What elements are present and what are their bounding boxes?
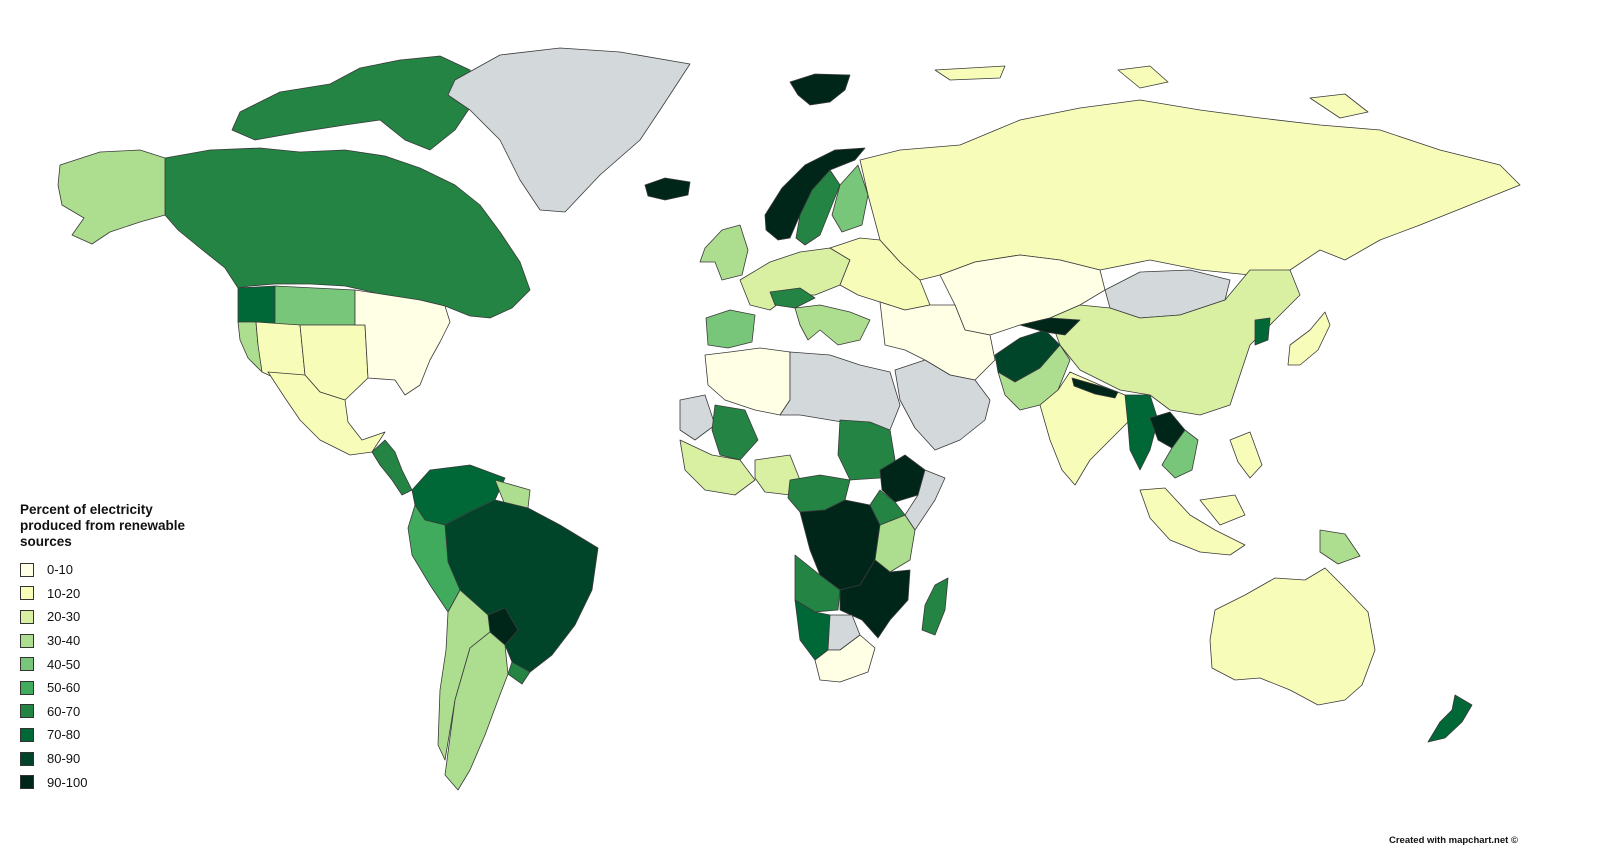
legend-item: 50-60 — [20, 676, 220, 700]
region-new-zealand — [1427, 694, 1473, 743]
region-madagascar — [921, 577, 949, 636]
legend: Percent of electricity produced from ren… — [20, 502, 220, 794]
region-arabian-peninsula — [894, 359, 991, 451]
legend-item: 30-40 — [20, 629, 220, 653]
legend-swatch — [20, 727, 34, 742]
region-australia — [1209, 567, 1376, 706]
legend-label: 40-50 — [47, 656, 81, 672]
legend-item: 40-50 — [20, 652, 220, 676]
region-uruguay — [507, 661, 531, 685]
region-south-africa — [814, 634, 876, 683]
legend-swatch — [20, 775, 34, 790]
legend-items: 0-10 10-20 20-30 30-40 40-50 50-60 — [20, 558, 220, 794]
region-italy-balkans — [794, 304, 871, 346]
legend-swatch — [20, 609, 34, 624]
legend-swatch — [20, 680, 34, 695]
legend-label: 80-90 — [47, 751, 81, 767]
region-iberia — [705, 309, 756, 349]
legend-swatch — [20, 633, 34, 648]
legend-title: Percent of electricity produced from ren… — [20, 502, 186, 549]
legend-label: 10-20 — [47, 585, 81, 601]
legend-item: 90-100 — [20, 770, 220, 794]
region-argentina — [444, 631, 509, 791]
region-russia-arctic-islands — [934, 65, 1369, 119]
region-usa-mountain-west — [255, 321, 306, 379]
region-north-korea — [1254, 317, 1271, 346]
legend-label: 20-30 — [47, 609, 81, 625]
region-east-africa-lakes — [869, 489, 906, 526]
region-russia — [859, 99, 1521, 281]
legend-label: 60-70 — [47, 703, 81, 719]
region-sweden — [795, 169, 841, 246]
region-svalbard — [789, 73, 851, 106]
region-central-america — [371, 439, 413, 496]
legend-label: 50-60 — [47, 680, 81, 696]
region-finland — [831, 164, 869, 233]
region-usa-east — [354, 289, 451, 396]
region-nepal-bhutan — [1071, 377, 1119, 399]
legend-item: 60-70 — [20, 700, 220, 724]
region-japan — [1287, 311, 1331, 366]
region-myanmar — [1124, 394, 1159, 471]
region-uk-ireland — [699, 224, 749, 281]
region-greenland — [447, 47, 691, 213]
region-usa-pacific-northwest — [237, 285, 276, 326]
legend-item: 20-30 — [20, 605, 220, 629]
legend-label: 0-10 — [47, 562, 74, 578]
region-west-africa-coast — [679, 439, 756, 496]
legend-item: 0-10 — [20, 558, 220, 582]
region-mali — [711, 404, 759, 461]
legend-swatch — [20, 704, 34, 719]
legend-label: 70-80 — [47, 727, 81, 743]
region-vietnam-cambodia — [1161, 429, 1199, 479]
region-pakistan — [997, 344, 1071, 411]
legend-swatch — [20, 586, 34, 601]
legend-item: 80-90 — [20, 747, 220, 771]
region-mauritania — [679, 394, 716, 441]
legend-label: 30-40 — [47, 633, 81, 649]
region-usa-montana-dakotas — [274, 285, 356, 326]
region-china — [1049, 269, 1301, 416]
region-middle-east — [879, 301, 996, 381]
region-libya-egypt-sahara — [779, 351, 901, 431]
region-tajikistan-kyrgyzstan — [1019, 317, 1081, 336]
legend-swatch — [20, 751, 34, 766]
region-alaska — [57, 149, 166, 245]
legend-swatch — [20, 657, 34, 672]
credit-text: Created with mapchart.net © — [1389, 835, 1518, 846]
legend-label: 90-100 — [47, 774, 88, 790]
legend-swatch — [20, 562, 34, 577]
region-north-africa — [704, 347, 791, 416]
region-mexico — [267, 371, 386, 456]
region-canada — [164, 147, 531, 319]
region-iceland — [644, 177, 691, 201]
region-maritime-southeast-asia — [1139, 431, 1263, 556]
legend-item: 10-20 — [20, 582, 220, 606]
region-canada-arctic-islands — [231, 55, 476, 151]
region-alps — [769, 287, 816, 309]
region-zambia-mozambique — [839, 559, 911, 639]
legend-item: 70-80 — [20, 723, 220, 747]
region-papua-new-guinea — [1319, 529, 1361, 565]
